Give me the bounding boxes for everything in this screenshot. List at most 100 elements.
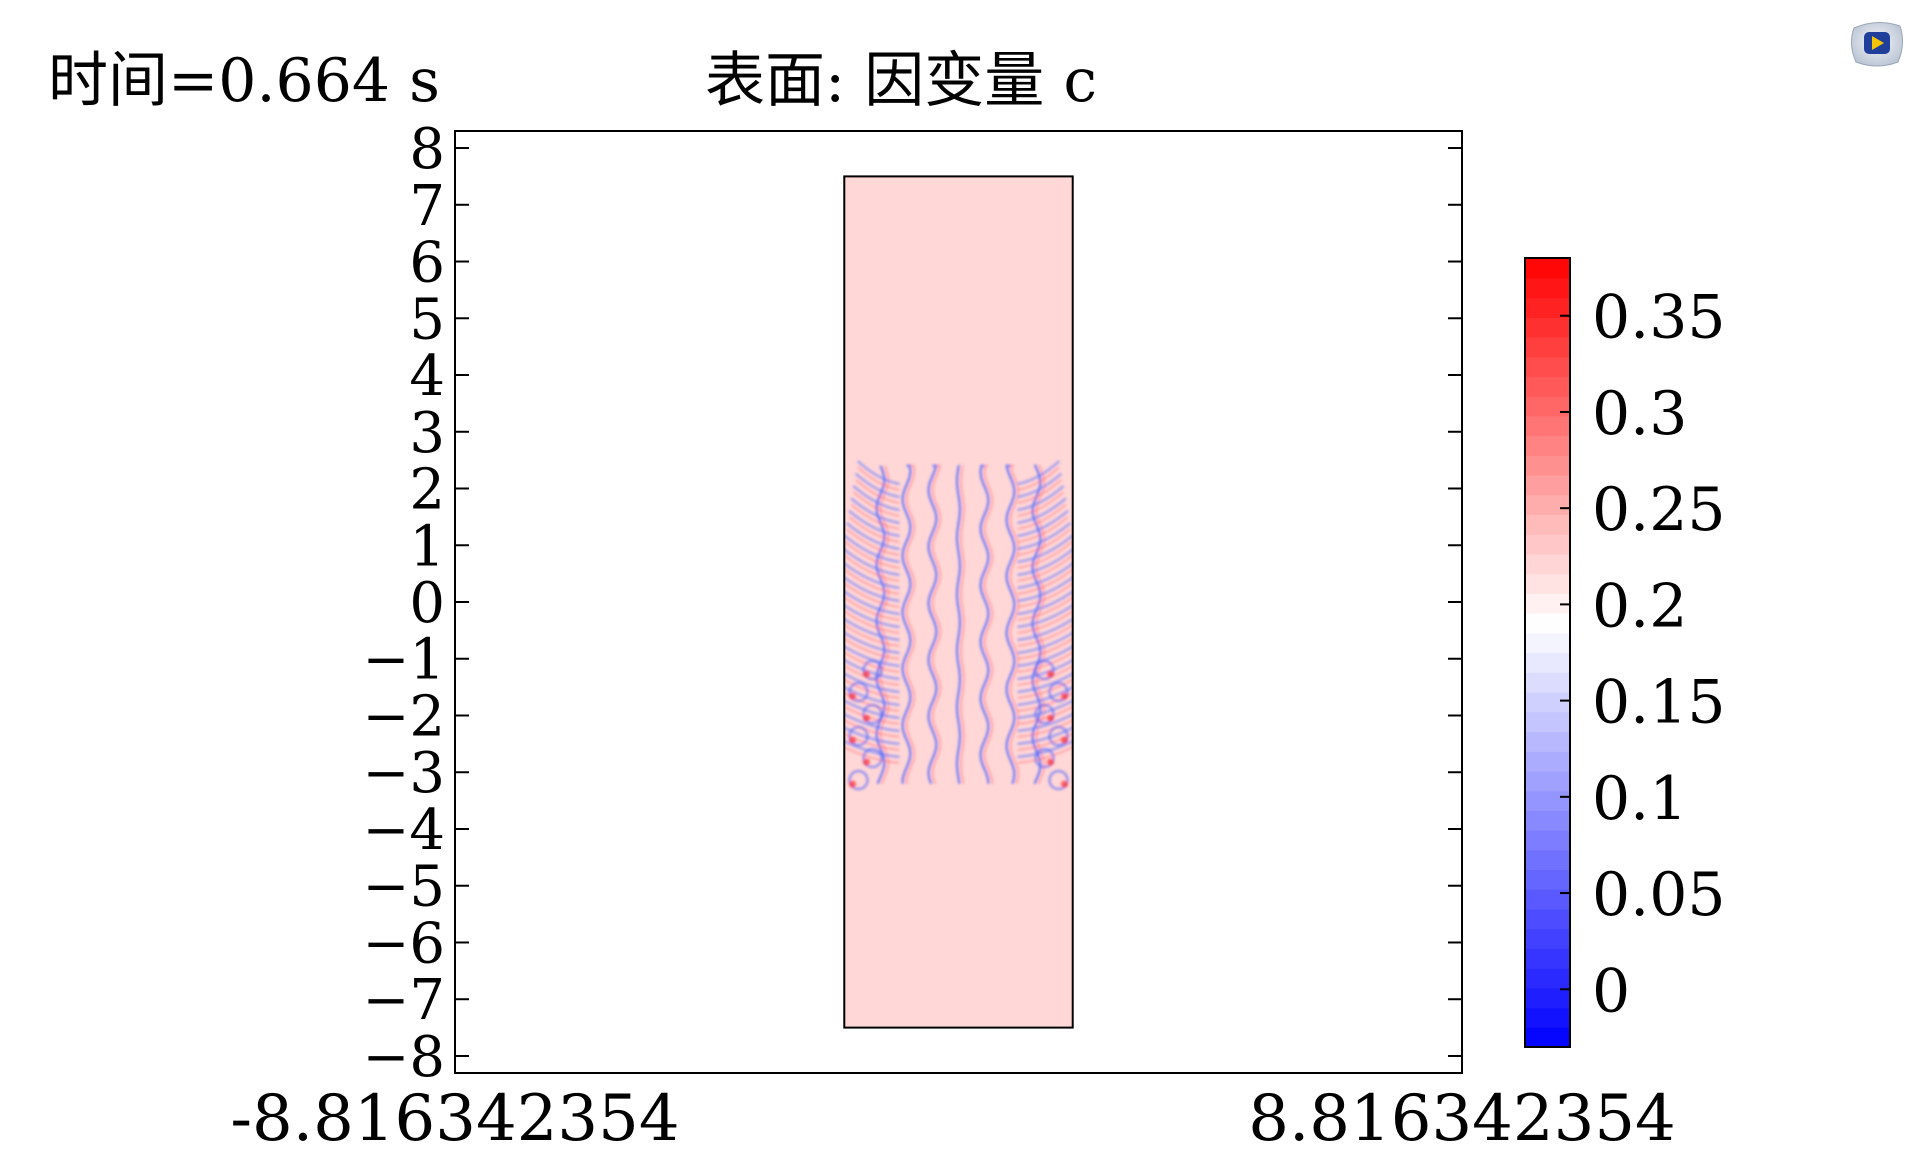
- field-finger: [855, 472, 900, 499]
- colorbar-band: [1525, 415, 1570, 437]
- colorbar-band: [1525, 1027, 1570, 1048]
- y-tick-label: −8: [362, 1025, 445, 1090]
- field-loop: [1034, 659, 1055, 681]
- field-dot: [1061, 780, 1068, 788]
- field-finger: [1017, 522, 1071, 551]
- field-streak-red: [983, 465, 994, 784]
- field-finger: [1017, 739, 1073, 759]
- field-finger-red: [844, 610, 900, 634]
- field-loop: [862, 659, 883, 681]
- domain-outline: [843, 175, 1074, 1029]
- colorbar-band: [1525, 711, 1570, 732]
- field-streak: [875, 465, 886, 785]
- field-finger-red: [1017, 596, 1073, 621]
- field-finger-red: [1017, 637, 1073, 660]
- field-finger: [846, 522, 900, 551]
- field-finger-red: [1017, 624, 1073, 647]
- field-finger-red: [1017, 568, 1073, 595]
- field-finger: [844, 631, 900, 655]
- field-finger-red: [1017, 705, 1073, 725]
- field-finger: [1017, 672, 1073, 694]
- field-loop: [848, 769, 869, 791]
- field-finger-red: [844, 582, 900, 608]
- field-streak: [979, 464, 990, 784]
- colorbar-band: [1525, 810, 1570, 831]
- field-finger: [1017, 575, 1073, 603]
- field-finger: [844, 617, 900, 642]
- y-tick-label: −5: [362, 855, 445, 920]
- y-tick-label: −4: [362, 798, 445, 863]
- field-finger-red: [844, 732, 900, 751]
- field-finger: [1017, 472, 1062, 499]
- field-finger: [1017, 726, 1073, 746]
- field-finger: [1017, 589, 1073, 616]
- colorbar-band: [1525, 849, 1570, 871]
- field-dot: [849, 780, 856, 788]
- x-min-label: -8.816342354: [230, 1082, 679, 1152]
- y-tick-label: 8: [409, 117, 445, 182]
- field-finger: [1017, 645, 1073, 668]
- field-finger: [850, 497, 900, 525]
- field-finger: [1017, 534, 1073, 564]
- comsol-logo-icon: [1850, 22, 1904, 67]
- field-finger-red: [1017, 665, 1073, 686]
- field-finger-red: [844, 596, 900, 621]
- colorbar-band: [1525, 908, 1570, 930]
- colorbar-band: [1525, 435, 1570, 456]
- field-loop: [1048, 769, 1069, 791]
- field-finger-red: [857, 466, 900, 491]
- field-finger: [844, 739, 900, 759]
- field-loop: [1048, 725, 1069, 747]
- field-finger-red: [844, 705, 900, 725]
- field-finger: [844, 589, 900, 616]
- field-streak-red: [1009, 465, 1020, 784]
- colorbar-band: [1525, 652, 1570, 673]
- colorbar-band: [1525, 790, 1570, 811]
- colorbar-band: [1525, 948, 1570, 969]
- field-dot: [1047, 714, 1054, 722]
- field-finger: [1017, 685, 1073, 707]
- field-loop: [1034, 747, 1055, 769]
- field-streak-red: [960, 465, 965, 784]
- field-finger: [857, 460, 900, 486]
- field-finger: [848, 510, 900, 538]
- colorbar-tick-label: 0.2: [1592, 571, 1687, 641]
- field-dot: [1047, 758, 1054, 766]
- colorbar-band: [1525, 1007, 1570, 1028]
- field-finger: [1017, 699, 1073, 720]
- field-finger-red: [844, 746, 900, 764]
- colorbar-band: [1525, 336, 1570, 358]
- field-finger-red: [844, 624, 900, 647]
- field-finger-red: [851, 504, 900, 530]
- field-finger: [844, 658, 900, 681]
- colorbar-band: [1525, 534, 1570, 555]
- field-finger: [844, 699, 900, 720]
- colorbar-band: [1525, 277, 1570, 299]
- field-dot: [849, 736, 856, 744]
- colorbar-band: [1525, 987, 1570, 1009]
- field-finger-red: [846, 528, 900, 556]
- field-finger: [844, 672, 900, 694]
- field-finger-red: [844, 568, 900, 595]
- colorbar-band: [1525, 376, 1570, 397]
- colorbar-band: [1525, 830, 1570, 851]
- colorbar-band: [1525, 731, 1570, 752]
- field-loop: [862, 703, 883, 725]
- field-finger-red: [1017, 491, 1064, 517]
- field-finger: [844, 645, 900, 668]
- field-finger-red: [1017, 479, 1062, 504]
- field-finger-red: [1017, 610, 1073, 634]
- y-tick-label: −3: [362, 741, 445, 806]
- field-loop: [1048, 681, 1069, 703]
- field-streak: [1005, 464, 1016, 785]
- field-dot: [863, 714, 870, 722]
- field-streak-red: [931, 465, 942, 784]
- field-finger-red: [1017, 651, 1073, 673]
- y-tick-label: 4: [409, 344, 445, 409]
- field-finger-red: [844, 651, 900, 673]
- field-loop: [848, 681, 869, 703]
- colorbar-tick-label: 0.1: [1592, 764, 1687, 834]
- colorbar-tick-label: 0.25: [1592, 475, 1726, 545]
- colorbar-band: [1525, 474, 1570, 496]
- y-tick-label: 1: [409, 514, 445, 579]
